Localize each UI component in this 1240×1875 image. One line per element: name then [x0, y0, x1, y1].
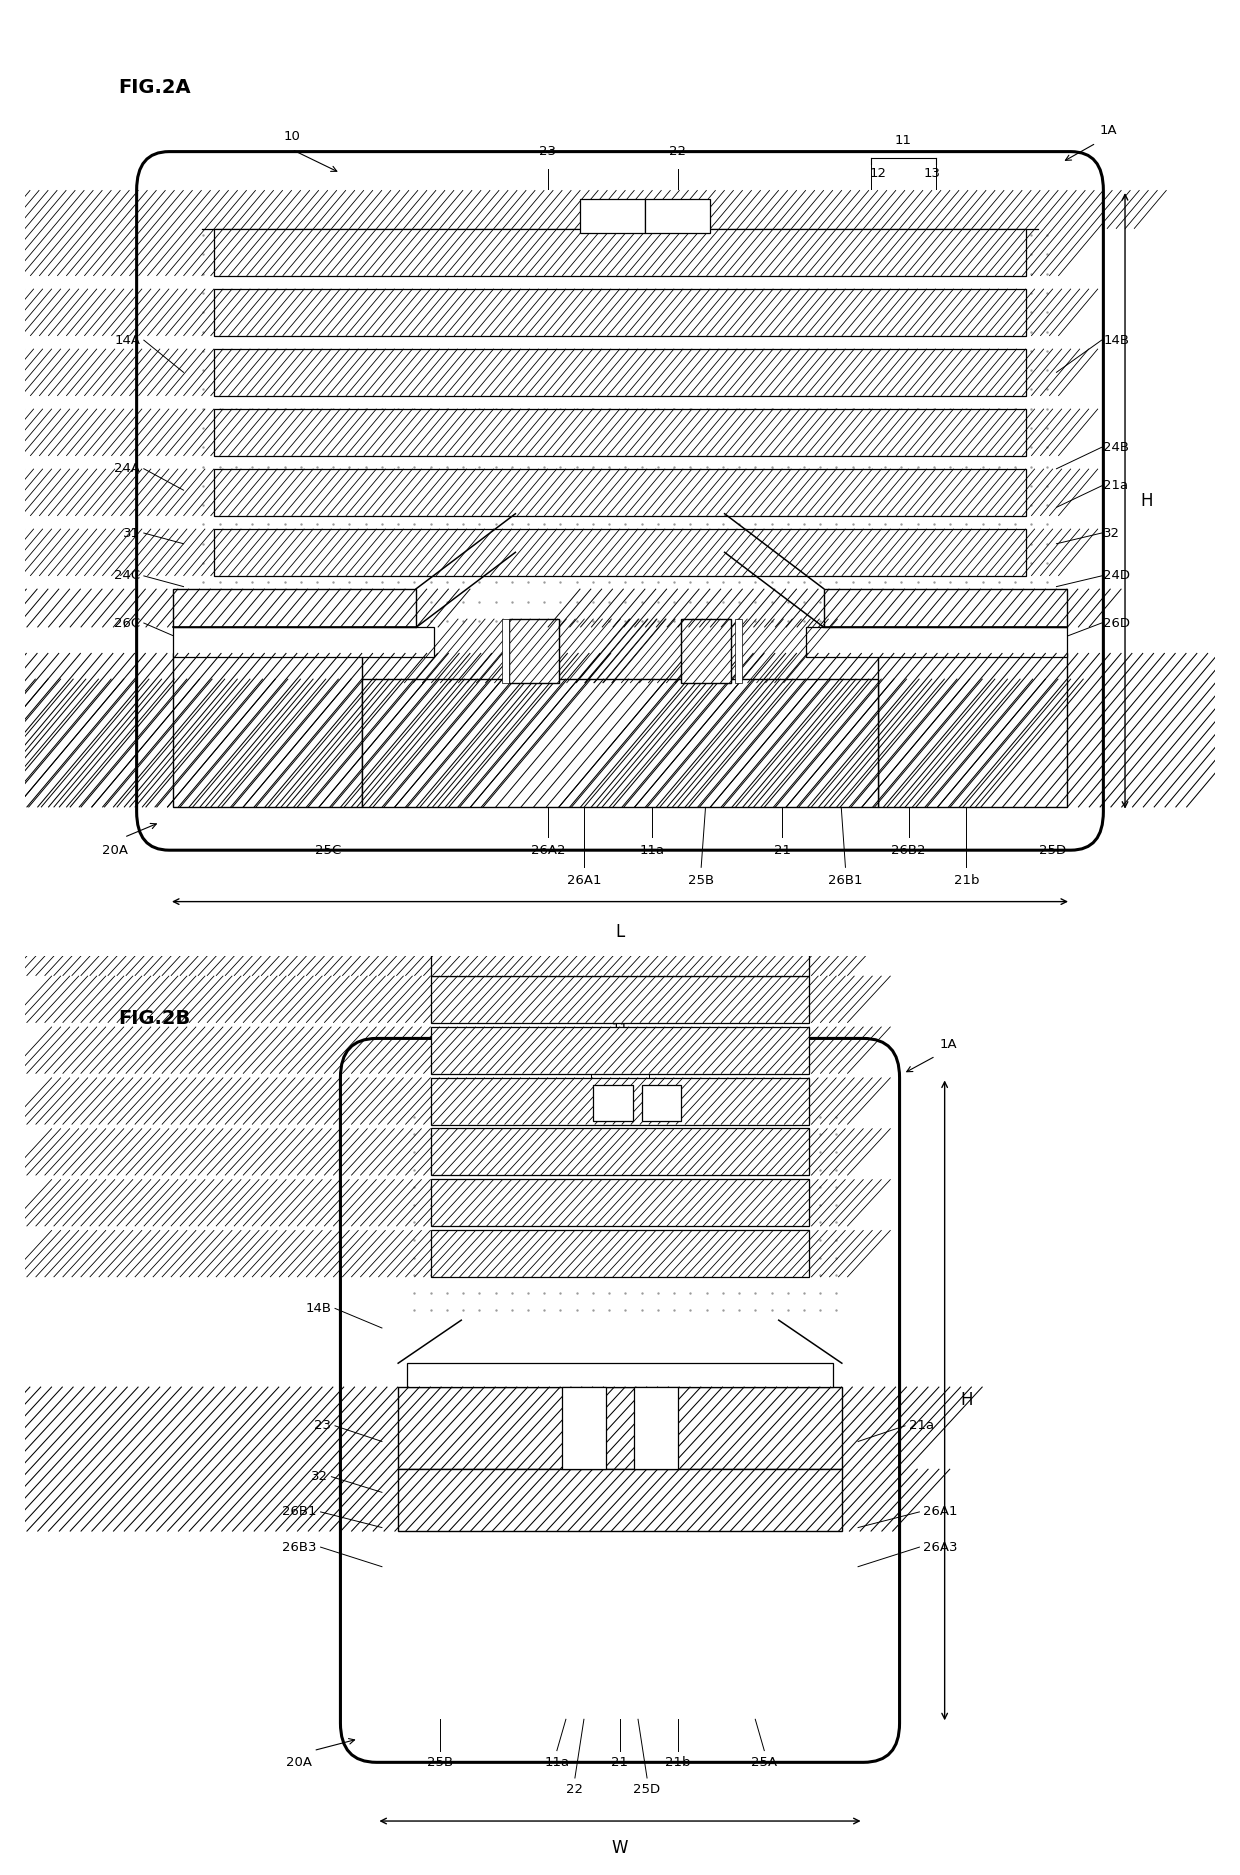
Bar	[635, 1388, 678, 1468]
Text: 26A1: 26A1	[567, 874, 601, 887]
Text: 20A: 20A	[286, 1755, 312, 1768]
Bar	[430, 1028, 810, 1074]
Bar	[645, 199, 711, 232]
Bar	[172, 628, 434, 658]
Bar	[398, 1388, 842, 1468]
Bar	[430, 1078, 810, 1125]
Text: 23: 23	[539, 144, 557, 158]
Text: 12: 12	[869, 167, 887, 180]
Bar	[407, 1363, 833, 1388]
Text: 26A2: 26A2	[531, 844, 565, 857]
Bar	[430, 1179, 810, 1226]
Text: 21a: 21a	[1104, 480, 1128, 493]
Text: 20A: 20A	[102, 844, 128, 857]
Text: 11: 11	[611, 1022, 629, 1035]
FancyBboxPatch shape	[136, 152, 1104, 849]
Bar	[215, 529, 1025, 576]
Text: 25B: 25B	[688, 874, 714, 887]
Text: 32: 32	[311, 1470, 327, 1483]
Text: 21b: 21b	[665, 1755, 691, 1768]
Bar	[501, 619, 508, 682]
Text: 11a: 11a	[544, 1755, 569, 1768]
Text: 21: 21	[611, 1755, 629, 1768]
Text: 26C: 26C	[114, 617, 140, 630]
Text: 24C: 24C	[114, 570, 140, 583]
Bar	[508, 619, 559, 682]
Text: 13: 13	[924, 167, 940, 180]
Text: 26A1: 26A1	[923, 1506, 957, 1519]
Text: 11a: 11a	[640, 844, 665, 857]
Text: FIG.2B: FIG.2B	[119, 1009, 191, 1028]
Text: 1A: 1A	[939, 1037, 957, 1050]
Bar	[430, 928, 810, 975]
Text: 14A: 14A	[114, 334, 140, 347]
Bar	[823, 589, 1068, 628]
Text: 25A: 25A	[751, 1755, 777, 1768]
Text: 21: 21	[774, 844, 791, 857]
Bar	[215, 409, 1025, 456]
Text: 24B: 24B	[1104, 441, 1130, 454]
Text: H: H	[1141, 491, 1153, 510]
Text: 23: 23	[315, 1419, 331, 1432]
Text: 21b: 21b	[954, 874, 980, 887]
Text: H: H	[960, 1391, 972, 1410]
Bar	[362, 679, 878, 808]
Bar	[878, 652, 1068, 808]
Bar	[430, 1129, 810, 1176]
FancyBboxPatch shape	[341, 1039, 899, 1762]
Bar	[215, 229, 1025, 276]
Text: 26B1: 26B1	[283, 1506, 317, 1519]
Text: 13: 13	[637, 1052, 653, 1065]
Text: 31: 31	[123, 527, 140, 540]
Text: 11: 11	[895, 135, 911, 148]
Bar	[806, 628, 1068, 658]
Text: 25D: 25D	[634, 1783, 661, 1796]
Text: 22: 22	[567, 1783, 583, 1796]
Bar	[735, 619, 742, 682]
Text: 22: 22	[670, 144, 686, 158]
Text: 24A: 24A	[114, 463, 140, 474]
Bar	[430, 975, 810, 1022]
Text: 26B3: 26B3	[283, 1541, 317, 1554]
Bar	[398, 1468, 842, 1532]
Text: 25D: 25D	[1039, 844, 1066, 857]
Bar	[641, 1086, 681, 1121]
Text: 24D: 24D	[1104, 570, 1131, 583]
Bar	[593, 1086, 632, 1121]
Text: 26A3: 26A3	[923, 1541, 957, 1554]
Text: 25C: 25C	[315, 844, 341, 857]
Bar	[681, 619, 732, 682]
Text: 14B: 14B	[305, 1301, 331, 1314]
Bar	[580, 199, 645, 232]
Text: L: L	[615, 922, 625, 941]
Text: 12: 12	[583, 1052, 600, 1065]
Text: 14B: 14B	[1104, 334, 1130, 347]
Text: 1A: 1A	[1100, 124, 1117, 137]
Text: FIG.2A: FIG.2A	[119, 79, 191, 97]
Text: 25B: 25B	[427, 1755, 453, 1768]
Text: 26B1: 26B1	[828, 874, 863, 887]
Bar	[172, 652, 362, 808]
Bar	[430, 1230, 810, 1277]
Text: 21a: 21a	[909, 1419, 934, 1432]
Text: 10: 10	[464, 1031, 481, 1044]
Text: W: W	[611, 1839, 629, 1858]
Text: 26B2: 26B2	[892, 844, 926, 857]
Bar	[172, 589, 417, 628]
Text: 10: 10	[283, 129, 300, 142]
Bar	[215, 289, 1025, 336]
Bar	[215, 469, 1025, 516]
Text: 32: 32	[1104, 527, 1121, 540]
Text: 26D: 26D	[1104, 617, 1131, 630]
Bar	[430, 881, 810, 928]
Bar	[215, 349, 1025, 396]
Bar	[562, 1388, 605, 1468]
Bar	[202, 189, 1038, 229]
